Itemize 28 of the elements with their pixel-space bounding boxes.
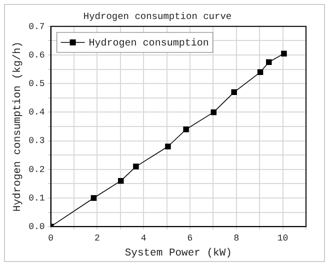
x-tick-label: 2 — [94, 233, 100, 244]
x-tick-label: 6 — [187, 233, 193, 244]
point — [231, 89, 237, 96]
point — [90, 195, 97, 201]
y-tick-label: 0.7 — [28, 22, 45, 32]
y-tick-label: 0.6 — [28, 50, 45, 60]
y-tick-label: 0.5 — [28, 78, 45, 89]
point — [165, 144, 171, 150]
x-tick-label: 0 — [48, 233, 54, 244]
y-tick-label: 0.3 — [28, 136, 45, 146]
x-tick-label: 10 — [277, 233, 288, 244]
legend-label: Hydrogen consumption — [88, 38, 209, 50]
chart-title: Hydrogen consumption curve — [83, 11, 232, 22]
x-tick-label: 8 — [234, 233, 240, 244]
y-tick-label: 0.2 — [28, 164, 45, 175]
x-axis-title: System Power (kW) — [124, 247, 232, 260]
point — [133, 164, 139, 170]
x-tick-label: 4 — [140, 233, 146, 244]
point — [281, 50, 287, 56]
point — [210, 109, 217, 116]
y-tick-label: 0.1 — [28, 193, 45, 204]
text: 0.0 — [28, 222, 45, 232]
point — [257, 69, 264, 76]
point — [266, 59, 272, 66]
point — [183, 126, 189, 132]
point — [118, 178, 124, 184]
y-tick-label: 0.4 — [28, 108, 45, 118]
y-axis-title: Hydrogen consumption (kg/h) — [12, 41, 24, 212]
